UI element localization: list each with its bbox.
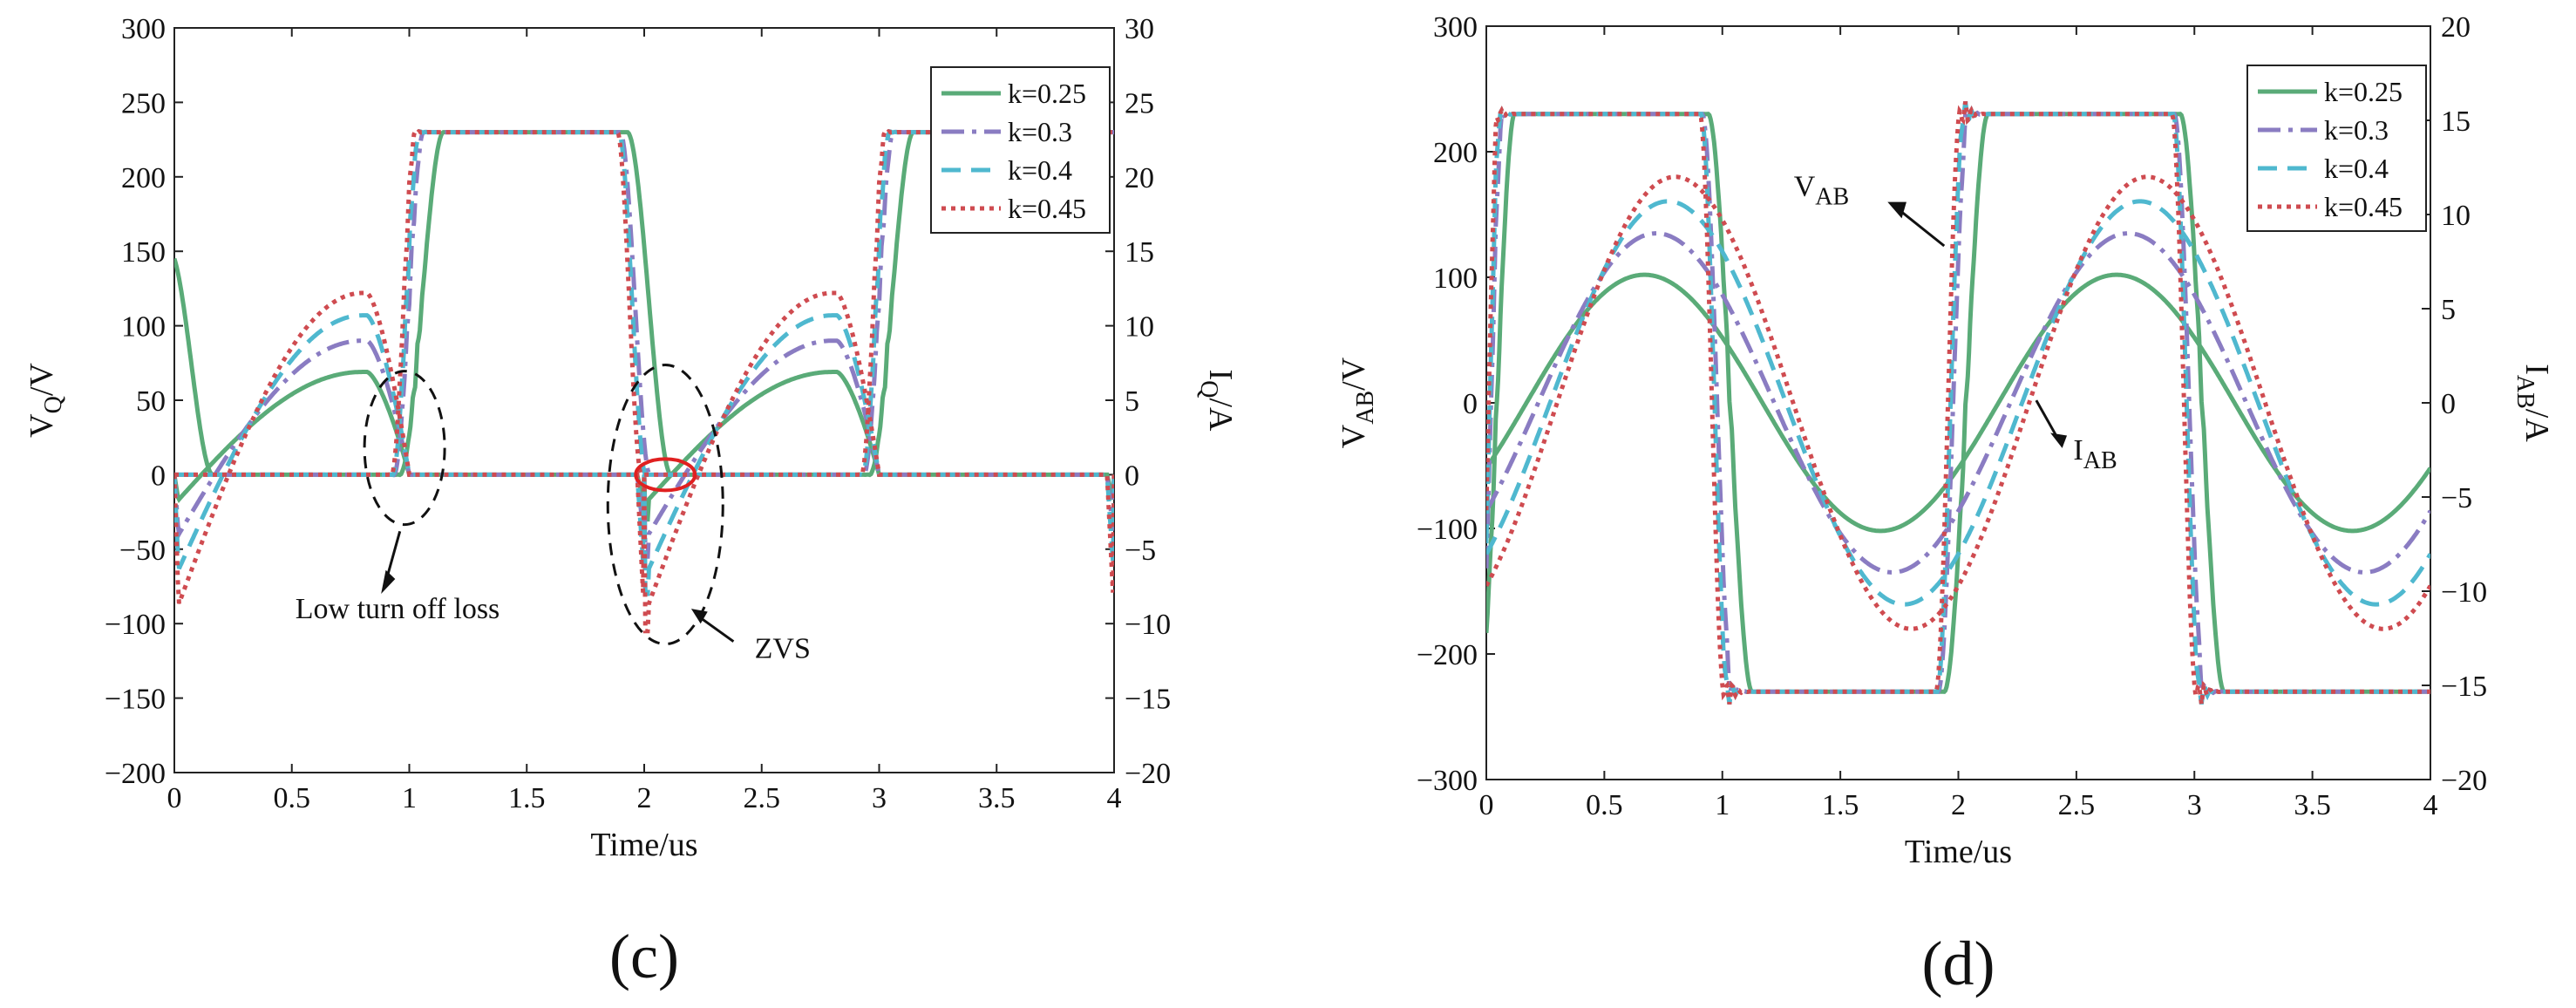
y2-tick-label: 0 [2441, 388, 2456, 420]
zvs-arrowhead [690, 609, 708, 624]
y2-tick-label: −15 [1125, 684, 1171, 716]
y-axis-label: VAB/V [1336, 357, 1379, 448]
vab-annotation: VAB [1794, 170, 1849, 210]
y2-tick-label: 0 [1125, 460, 1139, 492]
x-tick-label: 0 [1479, 789, 1494, 821]
x-tick-label: 3.5 [2294, 789, 2331, 821]
voltage-line-k=0.4 [1486, 101, 2430, 705]
y2-tick-label: −20 [2441, 765, 2487, 797]
y2-axis-label: IAB/A [2511, 364, 2555, 442]
y-tick-label: 50 [136, 385, 166, 418]
y2-tick-label: 20 [1125, 162, 1154, 194]
y2-tick-label: 25 [1125, 87, 1154, 119]
x-axis-label: Time/us [1905, 834, 2012, 870]
x-tick-label: 1.5 [1822, 789, 1859, 821]
panel-c: 0 0.5 1 1.5 2 2.5 3 3.5 4−200−150−100−5005010015… [24, 13, 1239, 991]
y-axis-label: VQ/V [24, 363, 67, 438]
y2-tick-label: 5 [2441, 294, 2456, 326]
y2-tick-label: −10 [1125, 609, 1171, 641]
legend-label: k=0.3 [1008, 116, 1072, 147]
x-tick-label: 2 [637, 782, 652, 814]
x-tick-label: 3.5 [978, 782, 1016, 814]
low-loss-arrowhead [381, 569, 396, 595]
y2-tick-label: 30 [1125, 13, 1154, 45]
y-tick-label: 0 [151, 460, 166, 492]
y2-tick-label: 20 [2441, 11, 2471, 44]
y2-tick-label: 10 [1125, 311, 1154, 344]
y2-tick-label: 5 [1125, 385, 1139, 418]
x-tick-label: 3 [2187, 789, 2202, 821]
x-tick-label: 2.5 [744, 782, 781, 814]
legend-label: k=0.25 [2324, 76, 2403, 107]
y2-tick-label: −15 [2441, 671, 2487, 703]
y-tick-label: 150 [121, 236, 166, 269]
x-axis-label: Time/us [590, 827, 697, 863]
legend-label: k=0.45 [1008, 193, 1086, 224]
legend-label: k=0.4 [2324, 153, 2389, 184]
x-tick-label: 0.5 [274, 782, 311, 814]
y-tick-label: 200 [1433, 137, 1478, 169]
plot-area [1486, 101, 2430, 705]
y-tick-label: 300 [121, 13, 166, 45]
iab-arrowhead [2050, 432, 2068, 448]
x-tick-label: 1.5 [508, 782, 546, 814]
zvs-circle [634, 457, 697, 493]
x-tick-label: 1 [1715, 789, 1730, 821]
voltage-line-k=0.45 [1486, 101, 2430, 705]
zvs-ellipse [606, 364, 724, 646]
y2-tick-label: −5 [2441, 482, 2472, 514]
y-tick-label: −200 [105, 758, 166, 790]
iab-annotation: IAB [2073, 434, 2117, 474]
panel-d: 0 0.5 1 1.5 2 2.5 3 3.5 4−300−200−1000100200300−… [1336, 11, 2555, 998]
x-tick-label: 0 [167, 782, 182, 814]
legend-label: k=0.25 [1008, 78, 1086, 109]
y-tick-label: −150 [105, 684, 166, 716]
y2-tick-label: 10 [2441, 200, 2471, 232]
low-loss-ellipse [363, 370, 446, 527]
vab-arrow [1896, 207, 1946, 248]
x-tick-label: 1 [402, 782, 417, 814]
x-tick-label: 2.5 [2058, 789, 2096, 821]
y-tick-label: −50 [119, 535, 166, 567]
legend-label: k=0.4 [1008, 154, 1072, 186]
y2-axis-label: IQ/A [1195, 370, 1239, 432]
y2-tick-label: −5 [1125, 535, 1156, 567]
y-tick-label: −300 [1417, 765, 1478, 797]
panel-label: (c) [609, 922, 679, 991]
iab-arrow [2035, 399, 2059, 439]
vab-arrowhead [1887, 201, 1907, 219]
current-line-k=0.4 [1486, 199, 2430, 607]
y-tick-label: 100 [121, 311, 166, 344]
y-tick-label: 200 [121, 162, 166, 194]
y-tick-label: 300 [1433, 11, 1478, 44]
legend-label: k=0.45 [2324, 191, 2403, 222]
y-tick-label: 250 [121, 87, 166, 119]
x-tick-label: 2 [1951, 789, 1966, 821]
x-tick-label: 4 [1107, 782, 1122, 814]
y-tick-label: −100 [105, 609, 166, 641]
y-tick-label: −200 [1417, 639, 1478, 671]
y-tick-label: −100 [1417, 514, 1478, 546]
y2-tick-label: 15 [1125, 236, 1154, 269]
current-line-k=0.45 [174, 290, 1114, 634]
zvs-arrow [697, 615, 735, 643]
legend-label: k=0.3 [2324, 114, 2389, 146]
low-loss-annotation: Low turn off loss [296, 593, 500, 625]
y2-tick-label: 15 [2441, 106, 2471, 138]
x-tick-label: 4 [2423, 789, 2438, 821]
zvs-annotation: ZVS [755, 632, 811, 664]
current-line-k=0.3 [1486, 231, 2430, 575]
y2-tick-label: −20 [1125, 758, 1171, 790]
x-tick-label: 3 [872, 782, 887, 814]
x-tick-label: 0.5 [1586, 789, 1623, 821]
y-tick-label: 0 [1463, 388, 1478, 420]
y2-tick-label: −10 [2441, 576, 2487, 609]
y-tick-label: 100 [1433, 262, 1478, 295]
panel-label: (d) [1922, 929, 1995, 998]
current-line-k=0.4 [174, 313, 1114, 596]
